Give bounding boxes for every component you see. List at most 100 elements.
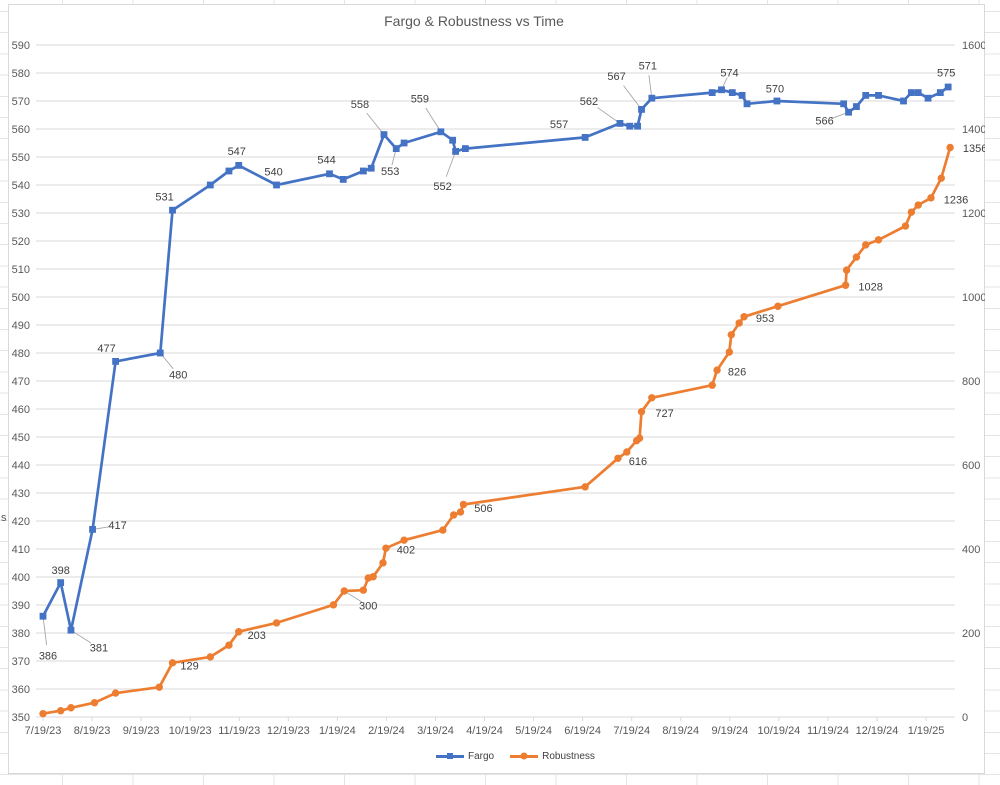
series-line-robustness[interactable] [41,146,952,715]
data-label-leader [648,75,653,99]
data-label: 417 [108,520,126,532]
data-point-marker-square [156,349,164,357]
data-point-marker-square [57,579,65,586]
x-axis-tick-label: 8/19/24 [662,725,699,737]
left-axis-tick-label: 430 [12,488,30,500]
legend-line-sample [510,752,539,760]
data-label-leader [623,85,642,110]
x-axis-tick-label: 11/19/24 [807,725,849,737]
data-label: 381 [90,643,108,655]
right-axis-tick-label: 600 [962,460,980,472]
x-axis-tick-label: 4/19/24 [466,725,503,737]
data-label: 570 [766,84,784,96]
data-point-marker-square [718,86,725,94]
legend-label: Robustness [542,751,595,762]
data-point-marker-square [773,97,781,105]
data-label: 129 [180,660,198,672]
data-point-marker-square [89,526,96,533]
data-point-marker-circle [623,448,631,456]
data-point-marker-circle [927,194,935,202]
data-label: 386 [39,651,57,663]
left-axis-tick-label: 360 [12,684,30,696]
data-label: 553 [381,166,399,178]
data-point-marker-circle [907,208,916,216]
data-point-marker-square [206,181,214,189]
right-axis-tick-label: 400 [962,544,980,556]
left-axis-tick-label: 380 [12,628,30,640]
data-point-marker-circle [272,619,281,627]
data-label: 727 [655,408,673,420]
x-axis-tick-label: 10/19/23 [169,725,212,737]
data-label-leader [445,151,457,177]
data-point-marker-circle [901,222,910,230]
left-axis-tick-label: 390 [12,600,30,612]
chart-plot-area[interactable]: 350 360 370 380 390 400 410 420 430 440 450 460 470 4… [8,4,985,774]
data-point-marker-circle [842,266,851,274]
left-axis-tick-label: 490 [12,320,30,332]
data-point-marker-circle [740,313,748,321]
data-point-marker-circle [168,659,177,667]
legend-item-fargo[interactable]: Fargo [436,751,494,762]
data-label: 826 [728,367,746,379]
data-label: 574 [720,67,738,79]
data-label: 480 [169,370,187,382]
left-axis-tick-label: 480 [12,348,30,360]
data-label: 566 [815,116,833,128]
chart-object[interactable] [8,4,985,774]
data-point-marker-square [616,120,624,127]
legend-item-robustness[interactable]: Robustness [510,751,595,762]
right-axis-tick-label: 800 [962,376,980,388]
left-axis-tick-label: 440 [12,460,30,472]
left-axis-tick-label: 570 [12,96,30,108]
data-point-marker-circle [90,699,99,707]
data-label-leader [42,616,48,646]
data-label-leader [366,112,385,135]
data-point-marker-circle [735,319,743,327]
data-point-marker-circle [725,348,734,356]
data-point-marker-square [634,122,642,130]
data-label: 616 [629,456,647,468]
data-point-marker-square [875,92,882,99]
data-point-marker-square [235,162,243,169]
legend-line-sample [436,753,464,760]
data-label: 1236 [944,194,968,206]
x-axis-tick-label: 12/19/24 [856,725,899,737]
x-axis-tick-label: 8/19/23 [74,725,111,737]
left-axis-tick-label: 350 [12,712,30,724]
left-axis-tick-label: 520 [12,236,30,248]
data-point-marker-square [169,206,176,214]
data-point-marker-square [840,100,848,108]
data-label: 398 [51,565,69,577]
data-point-marker-circle [67,704,75,712]
data-label: 540 [264,167,282,179]
data-point-marker-circle [914,201,922,209]
left-axis-tick-label: 470 [12,376,30,388]
right-axis-tick-label: 1200 [962,208,985,220]
data-point-marker-square [924,94,932,102]
left-axis-title-fragment: s [1,512,7,524]
x-axis-tick-label: 11/19/23 [218,725,260,737]
right-axis-tick-label: 0 [962,712,968,724]
x-axis-tick-label: 7/19/23 [25,725,62,737]
chart-title[interactable]: Fargo & Robustness vs Time [384,13,564,29]
data-label: 575 [937,68,955,80]
left-axis-tick-label: 580 [12,68,30,80]
data-point-marker-circle [708,381,716,389]
left-axis-tick-label: 400 [12,572,30,584]
data-point-marker-circle [225,641,233,649]
left-axis-tick-label: 420 [12,516,30,528]
x-axis-tick-label: 2/19/24 [368,725,405,737]
data-point-marker-square [392,145,400,152]
data-point-marker-square [380,131,388,138]
left-axis-tick-label: 460 [12,404,30,416]
left-axis-tick-label: 550 [12,152,30,164]
right-axis-tick-label: 1600 [962,40,985,52]
data-point-marker-square [449,136,457,144]
left-axis-tick-label: 590 [12,40,30,52]
right-axis-tick-label: 1400 [962,124,985,136]
x-axis-tick-label: 9/19/23 [123,725,160,737]
right-axis-tick-label: 200 [962,628,980,640]
data-point-marker-square [39,612,47,620]
data-point-marker-square [853,103,860,110]
legend[interactable]: Fargo Robustness [436,751,595,762]
